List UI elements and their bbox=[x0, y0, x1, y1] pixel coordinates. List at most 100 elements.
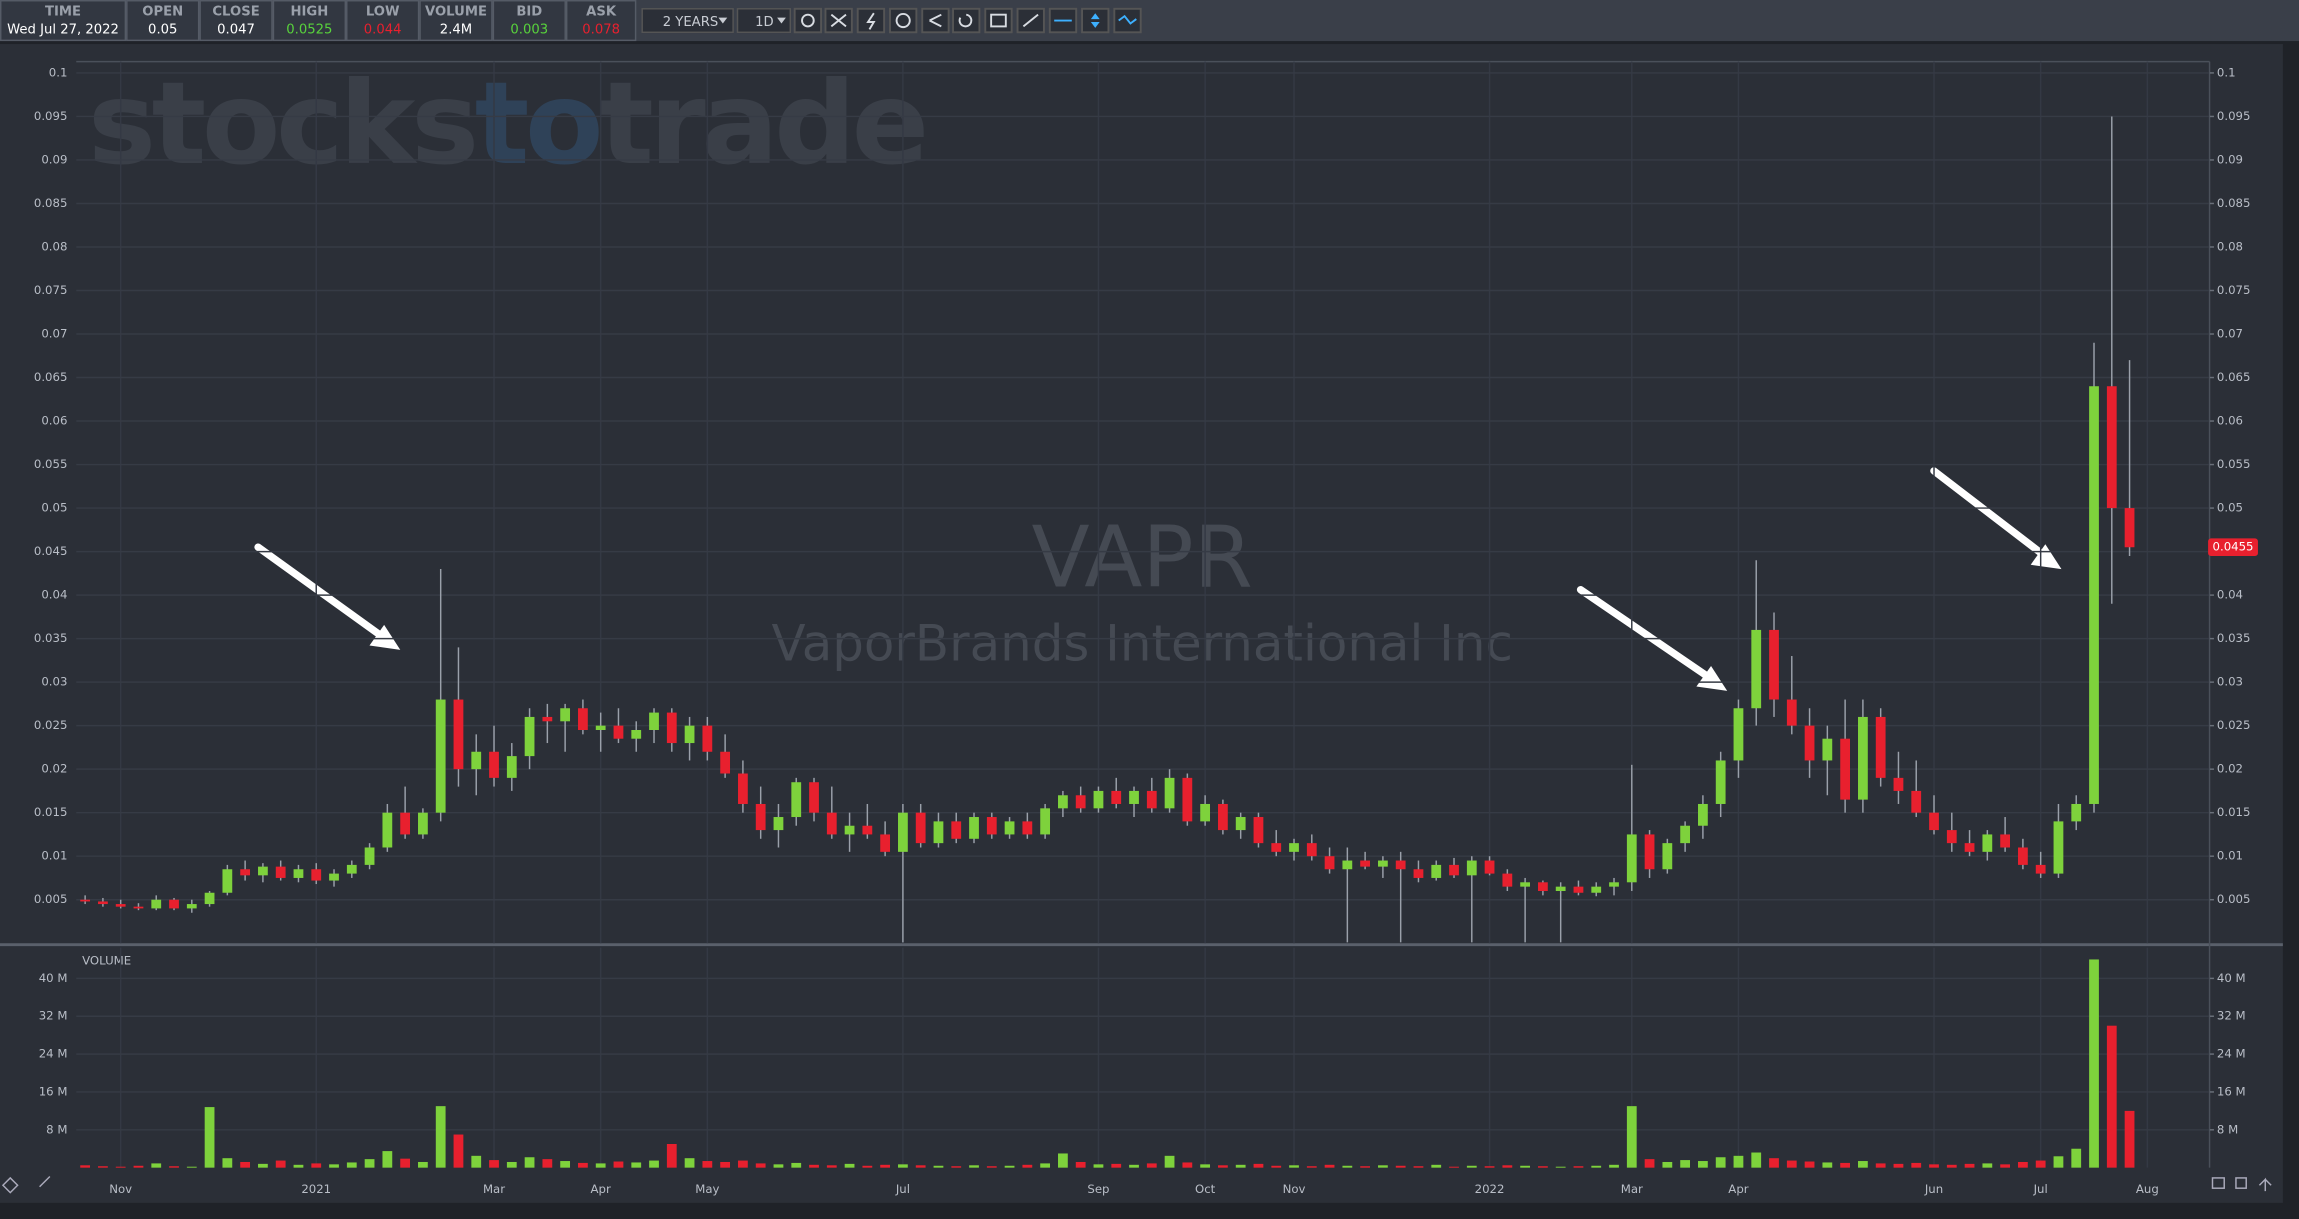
volume-bar bbox=[2053, 1156, 2064, 1168]
candle-body bbox=[382, 812, 393, 848]
volume-tick-label-right: 8 M bbox=[2217, 1122, 2238, 1136]
icon[interactable] bbox=[2258, 1177, 2272, 1192]
interval-dropdown[interactable] bbox=[736, 8, 792, 34]
candle-body bbox=[560, 708, 571, 722]
x-tick-label: Aug bbox=[2136, 1182, 2159, 1196]
brand-part: stocks bbox=[88, 57, 475, 190]
header-label: CLOSE bbox=[212, 5, 259, 20]
icon[interactable] bbox=[2211, 1177, 2225, 1189]
volume-bar bbox=[2071, 1148, 2082, 1168]
candle-body bbox=[471, 751, 482, 770]
candle-body bbox=[631, 729, 642, 739]
candle-body bbox=[1626, 834, 1637, 883]
y-tick-label: 0.075 bbox=[34, 283, 68, 297]
icon bbox=[1022, 13, 1039, 28]
y-tick-label-right: 0.03 bbox=[2217, 675, 2243, 689]
volume-bar bbox=[1360, 1166, 1371, 1168]
y-tick-label-right: 0.015 bbox=[2217, 805, 2251, 819]
header-value: 2.4M bbox=[440, 22, 472, 37]
tool-button[interactable] bbox=[1081, 7, 1110, 34]
volume-bar bbox=[1431, 1164, 1442, 1168]
candle-body bbox=[578, 708, 588, 730]
header-label: TIME bbox=[45, 5, 81, 20]
candle-body bbox=[1253, 817, 1264, 844]
x-tick-label: Jun bbox=[1924, 1182, 1943, 1196]
candle-body bbox=[1075, 795, 1086, 809]
volume-label: VOLUME bbox=[82, 953, 131, 967]
header-value: 0.044 bbox=[364, 22, 402, 37]
volume-bar bbox=[862, 1165, 873, 1168]
range-text: 2 YEARS bbox=[663, 15, 719, 30]
candle-body bbox=[489, 751, 499, 778]
candle-body bbox=[151, 899, 162, 909]
volume-bar bbox=[186, 1166, 197, 1168]
candle-body bbox=[80, 899, 91, 902]
candle-body bbox=[435, 699, 446, 813]
y-tick-label: 0.015 bbox=[34, 805, 68, 819]
volume-bar bbox=[204, 1107, 215, 1168]
candle-body bbox=[1698, 803, 1708, 826]
volume-bar bbox=[755, 1163, 766, 1168]
header-cell bbox=[199, 0, 273, 42]
volume-bar bbox=[418, 1161, 428, 1168]
y-tick-label: 0.07 bbox=[41, 327, 67, 341]
icon bbox=[866, 12, 876, 30]
header-value: 0.078 bbox=[582, 22, 620, 37]
volume-bar bbox=[489, 1160, 499, 1168]
toolbar-icons bbox=[793, 7, 1142, 34]
header-label: ASK bbox=[586, 5, 617, 20]
arrow bbox=[1930, 467, 2045, 557]
volume-bar bbox=[1946, 1164, 1957, 1168]
icon bbox=[830, 13, 847, 28]
y-tick-label: 0.02 bbox=[41, 762, 67, 776]
volume-bar bbox=[684, 1158, 695, 1168]
icon[interactable] bbox=[2235, 1177, 2247, 1189]
candle-body bbox=[1644, 834, 1655, 870]
x-tick-label: Mar bbox=[1621, 1182, 1643, 1196]
volume-bar bbox=[80, 1165, 91, 1168]
tool-button[interactable] bbox=[856, 7, 886, 34]
tool-button[interactable] bbox=[952, 7, 981, 34]
tool-button[interactable] bbox=[984, 7, 1013, 34]
y-tick-label: 0.05 bbox=[41, 501, 67, 515]
candle-body bbox=[826, 812, 837, 835]
volume-bar bbox=[542, 1159, 553, 1168]
candle-body bbox=[1715, 760, 1726, 804]
volume-bar bbox=[1591, 1165, 1602, 1168]
volume-bar bbox=[560, 1161, 571, 1168]
x-tick-label: Jul bbox=[2033, 1182, 2048, 1196]
range-dropdown[interactable] bbox=[641, 8, 734, 34]
icon[interactable] bbox=[1, 1176, 19, 1194]
icon[interactable] bbox=[39, 1175, 51, 1188]
candle-body bbox=[951, 821, 962, 839]
candle-body bbox=[2000, 834, 2011, 848]
y-tick-label-right: 0.1 bbox=[2217, 65, 2236, 79]
candle-body bbox=[666, 712, 677, 744]
volume-bar bbox=[2000, 1164, 2011, 1168]
y-tick-label: 0.095 bbox=[34, 109, 68, 123]
volume-bar bbox=[2035, 1160, 2046, 1168]
header-cell bbox=[346, 0, 420, 42]
y-tick-label: 0.065 bbox=[34, 370, 68, 384]
candle-body bbox=[1200, 803, 1211, 822]
volume-bar bbox=[1982, 1163, 1993, 1168]
volume-bar bbox=[631, 1162, 642, 1168]
candle-body bbox=[1289, 843, 1299, 852]
candle-body bbox=[1858, 716, 1868, 800]
y-tick-label-right: 0.055 bbox=[2217, 457, 2251, 471]
tool-button[interactable] bbox=[793, 7, 823, 34]
candle-body bbox=[898, 812, 908, 852]
candle-body bbox=[613, 725, 624, 739]
candle-body bbox=[1822, 738, 1833, 761]
candle-body bbox=[986, 817, 997, 835]
y-tick-label-right: 0.01 bbox=[2217, 849, 2243, 863]
candle-body bbox=[1609, 882, 1619, 887]
volume-bar bbox=[222, 1158, 233, 1168]
volume-bar bbox=[1502, 1165, 1513, 1168]
candle-body bbox=[1022, 821, 1033, 835]
volume-bar bbox=[720, 1161, 731, 1168]
tool-button[interactable] bbox=[921, 7, 950, 34]
candle-body bbox=[2106, 386, 2117, 509]
tool-button[interactable] bbox=[889, 7, 918, 34]
volume-bar bbox=[1609, 1164, 1619, 1168]
